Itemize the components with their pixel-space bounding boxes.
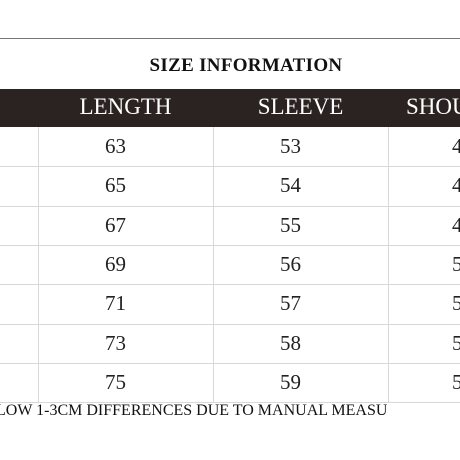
table-cell: 71 (105, 291, 126, 316)
row-divider (0, 205, 460, 207)
column-divider (38, 127, 39, 403)
table-cell: 4 (452, 134, 460, 158)
table-cell: 53 (280, 134, 301, 158)
table-cell: 75 (105, 369, 126, 394)
row-divider (0, 244, 460, 246)
table-cell: 63 (105, 134, 126, 158)
title: SIZE INFORMATION (149, 55, 343, 76)
row-divider (0, 166, 460, 168)
row-divider (0, 323, 460, 325)
table-cell: 4 (452, 212, 460, 237)
row-divider (0, 362, 460, 364)
row-divider (0, 284, 460, 286)
table-cell: 54 (280, 173, 301, 198)
table-cell: 5 (452, 369, 460, 394)
table-cell: 5 (452, 291, 460, 316)
header-cell: SHOU (406, 94, 460, 119)
table-cell: 65 (105, 173, 126, 198)
table-cell: 58 (280, 330, 301, 355)
table-cell: 56 (280, 251, 301, 276)
column-divider (213, 127, 214, 403)
footer-note: LOW 1-3CM DIFFERENCES DUE TO MANUAL MEAS… (0, 402, 388, 419)
table-cell: 55 (280, 212, 301, 237)
table-cell: 57 (280, 291, 301, 316)
table-cell: 69 (105, 251, 126, 276)
row-divider (0, 402, 460, 404)
table-cell: 5 (452, 251, 460, 276)
table-cell: 67 (105, 212, 126, 237)
table-cell: 5 (452, 330, 460, 355)
table-cell: 73 (105, 330, 126, 355)
header-cell: LENGTH (79, 94, 172, 119)
header-row (0, 89, 460, 127)
header-cell: SLEEVE (257, 94, 344, 119)
top-border (0, 38, 460, 39)
table-cell: 59 (280, 369, 301, 394)
table-cell: 4 (452, 173, 460, 198)
column-divider (388, 127, 389, 403)
